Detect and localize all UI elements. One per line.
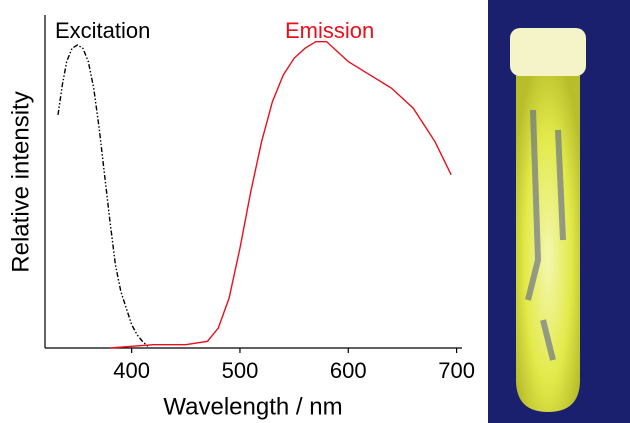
- series-line: [109, 40, 452, 349]
- test-tube: [516, 70, 580, 412]
- legend-label: Emission: [285, 18, 374, 43]
- crystals: [525, 109, 566, 361]
- x-axis-label: Wavelength / nm: [163, 393, 342, 420]
- x-tick-label: 700: [438, 358, 475, 383]
- series-line: [57, 44, 149, 347]
- x-tick-label: 600: [330, 358, 367, 383]
- legend-label: Excitation: [55, 18, 150, 43]
- chart: Relative intensity Wavelength / nm 400 50…: [7, 15, 475, 420]
- tube-cap: [510, 28, 586, 76]
- x-tick-label: 400: [113, 358, 150, 383]
- y-axis-label: Relative intensity: [7, 91, 34, 272]
- photo: [488, 0, 630, 423]
- x-tick-label: 500: [222, 358, 259, 383]
